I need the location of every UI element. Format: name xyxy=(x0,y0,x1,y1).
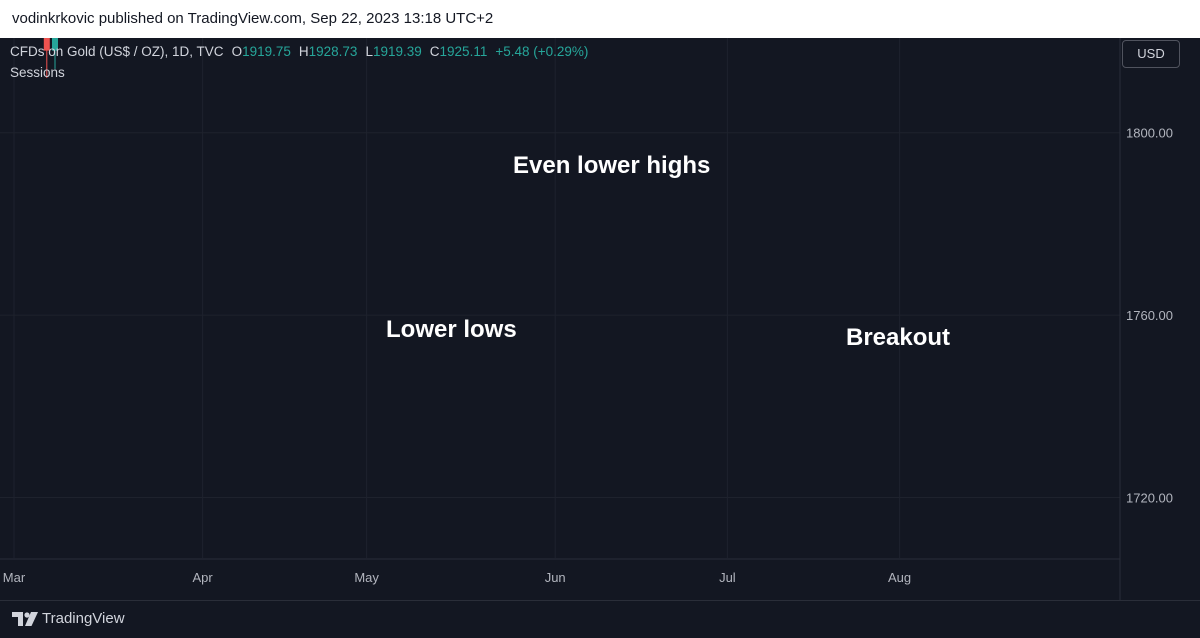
open-value: 1919.75 xyxy=(242,44,291,59)
x-tick-label: Mar xyxy=(3,570,26,585)
candle-body[interactable] xyxy=(43,38,50,51)
close-label: C xyxy=(429,44,440,59)
low-value: 1919.39 xyxy=(372,44,422,59)
x-tick-label: May xyxy=(354,570,379,585)
annotation-lower: Lower lows xyxy=(386,316,517,343)
footer-bar: TradingView xyxy=(0,600,1200,638)
x-tick-label: Jun xyxy=(545,570,566,585)
y-tick-label: 1760.00 xyxy=(1126,308,1173,323)
brand-name[interactable]: TradingView xyxy=(42,610,125,627)
symbol-legend: CFDs on Gold (US$ / OZ), 1D, TVC O1919.75… xyxy=(10,44,588,59)
publisher-line: vodinkrkovic published on TradingView.co… xyxy=(12,10,494,27)
y-tick-label: 1800.00 xyxy=(1126,126,1173,141)
annotation-upper: Even lower highs xyxy=(513,152,711,179)
high-value: 1928.73 xyxy=(308,44,358,59)
symbol-name[interactable]: CFDs on Gold (US$ / OZ), 1D, TVC xyxy=(10,44,224,59)
chart-background xyxy=(0,38,1200,600)
change-value: +5.48 (+0.29%) xyxy=(495,44,589,59)
x-tick-label: Apr xyxy=(192,570,213,585)
open-label: O xyxy=(231,44,243,59)
currency-button[interactable]: USD xyxy=(1122,40,1180,68)
annotation-breakout: Breakout xyxy=(846,324,951,351)
y-tick-label: 1720.00 xyxy=(1126,491,1173,506)
price-chart[interactable]: 2120.002080.002040.002000.001960.001920.… xyxy=(0,38,1200,600)
close-value: 1925.11 xyxy=(439,44,488,59)
candle-body[interactable] xyxy=(52,38,58,51)
high-label: H xyxy=(298,44,309,59)
x-tick-label: Jul xyxy=(719,570,736,585)
publisher-bar: vodinkrkovic published on TradingView.co… xyxy=(0,0,1200,38)
x-tick-label: Aug xyxy=(888,570,911,585)
low-label: L xyxy=(365,44,373,59)
sessions-indicator[interactable]: Sessions xyxy=(10,65,65,80)
tradingview-logo-icon[interactable] xyxy=(12,611,38,627)
